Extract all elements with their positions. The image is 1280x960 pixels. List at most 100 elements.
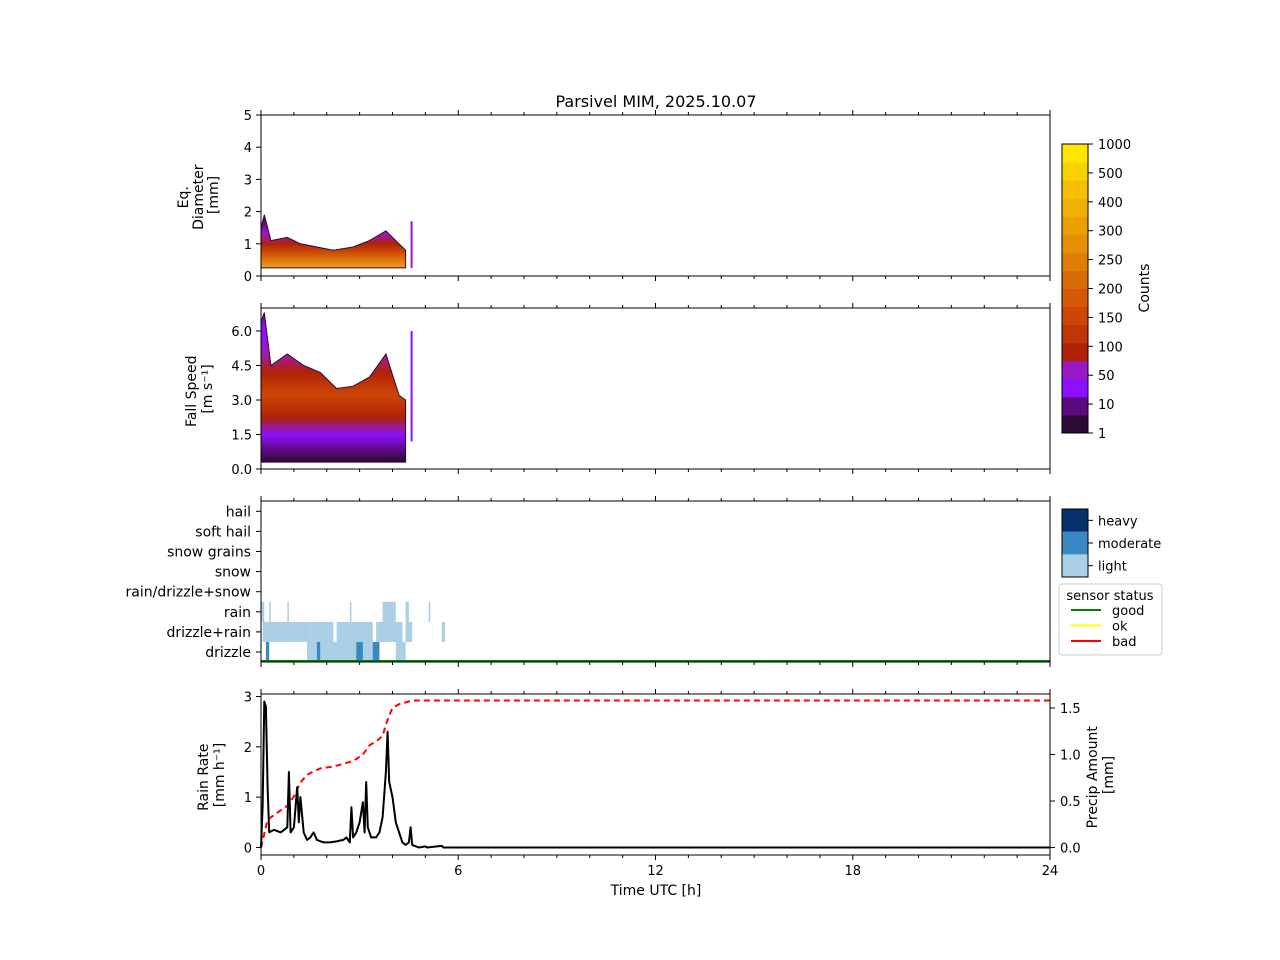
rain-rate-line [260,700,1050,849]
category-label: rain/drizzle+snow [126,585,251,601]
diameter-panel: 0 1 2 3 4 5 Eq. Diameter [mm] [176,109,1051,285]
precip-type-y-ticks: drizzle drizzle+rain rain rain/drizzle+snow… [126,504,261,661]
colorbar-tick-label: 1000 [1098,138,1131,153]
precip-event-bar [372,642,380,663]
colorbar-block [1062,144,1088,163]
fallspeed-ylabel: Fall Speed [m s⁻¹] [184,351,216,427]
y-tick-label: 1 [244,238,252,253]
y-tick-label: 0 [244,841,252,856]
colorbar-block [1062,324,1088,344]
colorbar-tick-label: 150 [1098,311,1123,326]
precip-event-bar [395,642,406,663]
category-label: soft hail [195,524,251,540]
fallspeed-ylabel-line-2: [m s⁻¹] [200,364,216,413]
fallspeed-ylabel-line-1: Fall Speed [184,355,200,426]
diameter-ylabel-line-2: Diameter [191,164,207,230]
colorbar-tick-label: 10 [1098,398,1115,413]
y2-tick-label: 0.5 [1060,795,1081,810]
precip-event-bar [441,621,446,642]
precip-amount-ylabel-line-1: Precip Amount [1085,726,1101,829]
diameter-ylabel-line-1: Eq. [176,186,192,208]
x-tick-label: 6 [454,864,462,879]
chart-title: Parsivel MIM, 2025.10.07 [555,92,756,111]
y-tick-label: 2 [244,741,252,756]
status-legend-label-ok: ok [1112,620,1128,635]
y-tick-label: 1.5 [231,429,252,444]
colorbar-tick-label: 50 [1098,369,1115,384]
colorbar-block [1062,162,1088,181]
precip-event-bar [262,621,311,642]
precip-event-bar [287,601,289,622]
diameter-ylabel-line-3: [mm] [206,176,222,214]
colorbar-block [1062,378,1088,398]
rainrate-y-ticks: 0 1 2 3 [244,691,261,856]
precip-event-bar [349,601,352,622]
y-tick-label: 3.0 [231,394,252,409]
category-label: hail [226,504,251,520]
fallspeed-y-ticks: 0.0 1.5 3.0 4.5 6.0 [231,325,261,478]
status-legend-label-bad: bad [1112,635,1136,650]
precip-type-x-ticks [260,496,1051,667]
precip-amount-line [260,699,1050,848]
precip-amount-y-ticks: 0.0 0.5 1.0 1.5 [1050,702,1081,857]
colorbar-tick-label: 100 [1098,340,1123,355]
rainrate-ylabel-line-1: Rain Rate [196,744,212,811]
y-tick-label: 4 [244,141,252,156]
colorbar-tick-label: 300 [1098,225,1123,240]
colorbar-tick-label: 1 [1098,427,1106,442]
intensity-label-heavy: heavy [1098,514,1138,529]
sensor-status-legend-title: sensor status [1066,589,1153,604]
y2-tick-label: 0.0 [1060,842,1081,857]
diameter-y-ticks: 0 1 2 3 4 5 [244,109,261,285]
colorbar-block [1062,180,1088,199]
precip-event-bar [316,642,321,663]
y-tick-label: 0 [244,270,252,285]
precip-event-bar [310,621,334,642]
diameter-heatmap-tail [410,221,413,268]
diameter-x-ticks [260,110,1051,281]
y-tick-label: 0.0 [231,463,252,478]
precip-amount-ylabel: Precip Amount [mm] [1085,722,1117,829]
rainrate-ylabel: Rain Rate [mm h⁻¹] [196,739,228,811]
y-tick-label: 1 [244,791,252,806]
colorbar-tick-label: 500 [1098,167,1123,182]
colorbar-block [1062,306,1088,326]
precip-event-bar [382,601,396,622]
x-axis-label: Time UTC [h] [610,883,702,899]
colorbar-block [1062,414,1088,434]
x-tick-label: 0 [257,864,265,879]
colorbar-block [1062,270,1088,289]
precip-event-bar [336,621,373,642]
y-tick-label: 4.5 [231,360,252,375]
colorbar-label: Counts [1137,264,1153,313]
intensity-legend-frame [1061,508,1089,578]
category-label: drizzle [205,645,251,661]
precip-event-bar [428,601,431,622]
category-label: snow [215,565,251,581]
precip-event-bar [269,601,271,622]
colorbar-tick-label: 250 [1098,254,1123,269]
y-tick-label: 5 [244,109,252,124]
x-tick-label: 18 [844,864,861,879]
category-label: drizzle+rain [166,625,251,641]
intensity-label-light: light [1098,560,1127,575]
rainrate-x-ticks: 0 6 12 18 24 [257,689,1058,879]
intensity-block-light [1062,554,1088,577]
colorbar-ticks: 1 10 50 100 150 200 250 300 400 500 1000 [1088,138,1131,442]
diameter-ylabel: Eq. Diameter [mm] [176,160,222,230]
fallspeed-heatmap-area [260,312,407,463]
y2-tick-label: 1.0 [1060,748,1081,763]
status-legend-label-good: good [1112,604,1144,619]
fallspeed-x-ticks [260,303,1051,474]
y-tick-label: 2 [244,206,252,221]
colorbar-tick-label: 200 [1098,283,1123,298]
rainrate-ylabel-line-2: [mm h⁻¹] [212,743,228,808]
precip-event-bar [405,601,409,622]
precip-type-bars [261,601,446,663]
fallspeed-panel: 0.0 1.5 3.0 4.5 6.0 Fall Speed [m s⁻¹] [184,303,1051,478]
x-tick-label: 12 [647,864,664,879]
